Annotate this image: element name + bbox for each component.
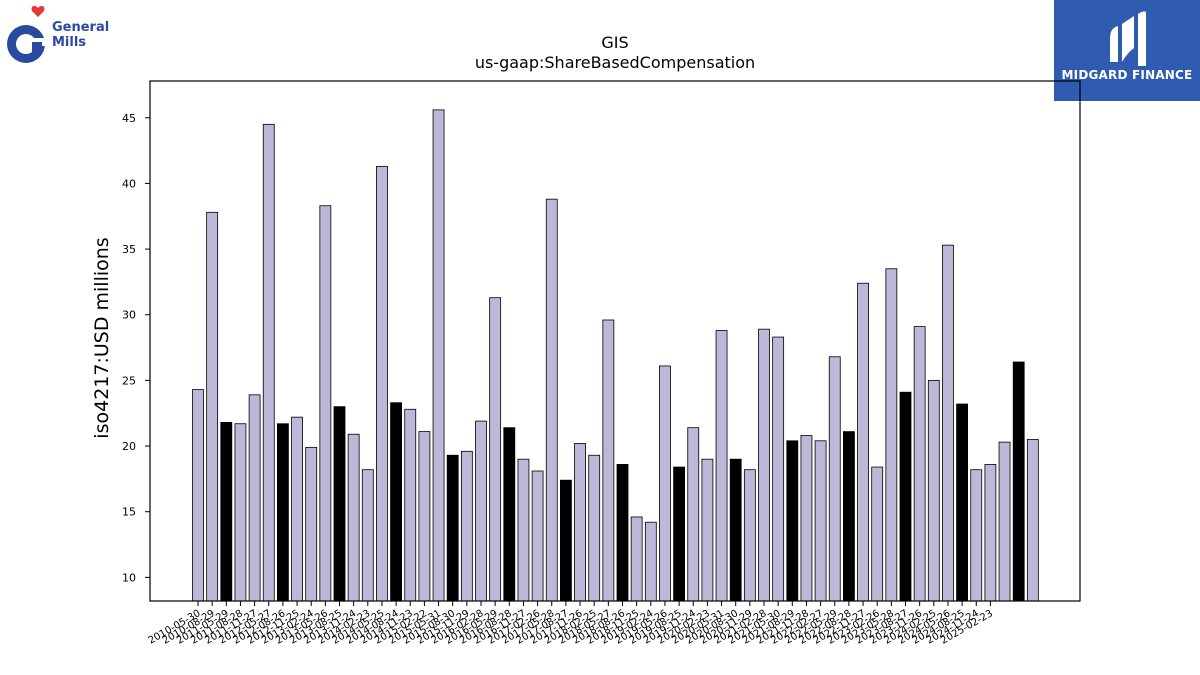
bar xyxy=(899,391,912,602)
bar xyxy=(305,446,318,602)
bar xyxy=(659,365,671,602)
midgard-finance-text: MIDGARD FINANCE xyxy=(1061,68,1193,82)
bar xyxy=(1026,439,1039,602)
bar xyxy=(276,423,289,602)
bar xyxy=(871,466,884,602)
bar xyxy=(489,297,502,602)
x-axis: 2010-05-302010-08-292011-05-292011-08-28… xyxy=(147,601,995,647)
chart-subtitle: us-gaap:ShareBasedCompensation xyxy=(475,53,755,72)
bar xyxy=(531,470,544,602)
y-tick-label: 40 xyxy=(122,177,136,190)
bar xyxy=(814,440,827,602)
midgard-finance-logo: MIDGARD FINANCE xyxy=(1054,0,1200,101)
bar xyxy=(885,268,898,602)
bar xyxy=(460,450,473,602)
bar xyxy=(786,440,799,602)
bar xyxy=(574,443,586,602)
bar xyxy=(927,379,940,602)
bar xyxy=(545,198,558,602)
y-tick-label: 10 xyxy=(122,571,136,584)
bar xyxy=(248,394,261,602)
bar xyxy=(602,319,615,602)
y-axis: 10 15 20 25 30 35 40 45 xyxy=(122,112,150,584)
bar xyxy=(475,420,487,602)
bar xyxy=(715,330,728,602)
bar xyxy=(192,389,204,602)
bar xyxy=(758,328,770,602)
bar xyxy=(206,211,219,602)
bar xyxy=(956,403,968,602)
bar xyxy=(503,427,516,602)
y-tick-label: 30 xyxy=(122,309,136,322)
bar xyxy=(446,454,459,602)
bar xyxy=(800,435,813,602)
bar xyxy=(333,406,346,602)
bar xyxy=(418,431,431,602)
bar xyxy=(913,326,926,602)
bar xyxy=(361,469,374,602)
y-tick-label: 35 xyxy=(122,243,136,256)
bar xyxy=(673,466,685,602)
bar xyxy=(1012,361,1025,602)
general-mills-logo: General Mills xyxy=(4,4,124,68)
bars-group xyxy=(192,109,1039,602)
bar xyxy=(588,454,601,602)
bar xyxy=(517,458,530,602)
bar xyxy=(942,244,954,602)
bar xyxy=(560,479,572,602)
bar xyxy=(998,441,1011,602)
bar xyxy=(319,205,332,602)
bar xyxy=(404,408,417,602)
bar xyxy=(220,422,233,602)
bar xyxy=(234,423,247,602)
logo-text-line1: General xyxy=(52,20,110,35)
bar xyxy=(390,402,403,602)
bar xyxy=(376,165,388,602)
bar xyxy=(857,282,869,602)
chart-title: GIS xyxy=(601,33,628,52)
bar xyxy=(970,469,983,602)
y-axis-label: iso4217:USD millions xyxy=(91,237,113,438)
bar xyxy=(630,516,643,602)
bar xyxy=(687,427,700,602)
y-tick-label: 15 xyxy=(122,506,136,519)
y-tick-label: 25 xyxy=(122,374,136,387)
general-mills-wordmark: General Mills xyxy=(52,20,109,50)
heart-icon xyxy=(31,5,45,17)
bar xyxy=(984,464,997,602)
logo-text-line2: Mills xyxy=(52,35,87,50)
bar xyxy=(644,521,657,602)
bar xyxy=(347,433,360,602)
bar xyxy=(772,336,785,602)
bar xyxy=(729,458,742,602)
bar xyxy=(291,416,303,602)
bar xyxy=(432,109,445,602)
bar xyxy=(616,464,629,602)
y-tick-label: 45 xyxy=(122,112,136,125)
general-mills-g-icon xyxy=(7,5,46,63)
midgard-mark-icon xyxy=(1110,11,1146,67)
bar xyxy=(701,458,714,602)
bar xyxy=(843,431,855,602)
bar xyxy=(262,123,275,602)
bar xyxy=(743,469,756,602)
bar xyxy=(828,356,841,602)
y-tick-label: 20 xyxy=(122,440,136,453)
plot-frame xyxy=(149,80,1081,602)
